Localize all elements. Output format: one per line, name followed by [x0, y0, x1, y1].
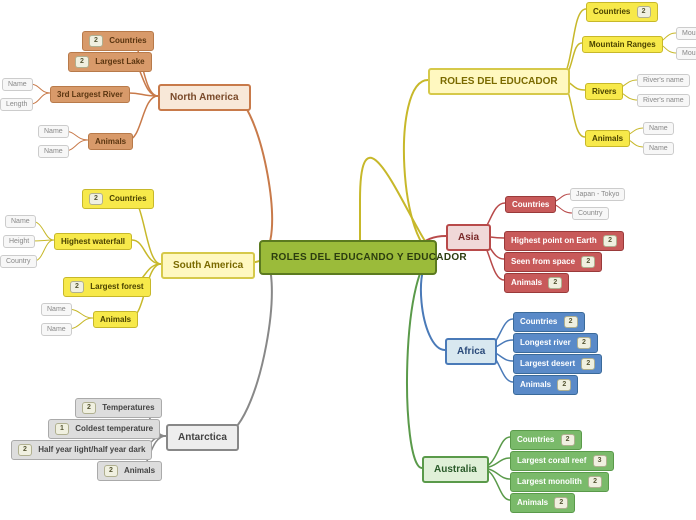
topic-na-lake[interactable]: 2 Largest Lake — [68, 52, 152, 72]
branch-north-america[interactable]: North America — [158, 84, 251, 111]
label: Countries — [109, 194, 146, 203]
leaf[interactable]: Name — [643, 122, 674, 135]
badge: 2 — [581, 256, 595, 268]
topic-na-countries[interactable]: 2 Countries — [82, 31, 154, 51]
leaf[interactable]: River's name — [637, 94, 690, 107]
root-node[interactable]: ROLES DEL EDUCANDO Y EDUCADOR — [259, 240, 437, 275]
leaf[interactable]: Mou — [676, 47, 696, 60]
label: Animals — [511, 278, 542, 287]
label: Longest river — [520, 338, 571, 347]
label: Countries — [520, 317, 557, 326]
topic-na-river[interactable]: 3rd Largest River — [50, 86, 130, 103]
topic-asia-countries[interactable]: Countries — [505, 196, 556, 213]
badge: 2 — [577, 337, 591, 349]
topic-ant-coldest[interactable]: 1 Coldest temperature — [48, 419, 160, 439]
topic-ant-halfyear[interactable]: 2 Half year light/half year dark — [11, 440, 152, 460]
topic-ant-animals[interactable]: 2 Animals — [97, 461, 162, 481]
badge: 2 — [104, 465, 118, 477]
topic-sa-countries[interactable]: 2 Countries — [82, 189, 154, 209]
badge: 2 — [588, 476, 602, 488]
label: Animals — [124, 466, 155, 475]
topic-na-animals[interactable]: Animals — [88, 133, 133, 150]
topic-aus-coral[interactable]: Largest corall reef 3 — [510, 451, 614, 471]
topic-ant-temp[interactable]: 2 Temperatures — [75, 398, 162, 418]
leaf[interactable]: Name — [41, 303, 72, 316]
badge: 2 — [561, 434, 575, 446]
label: Largest Lake — [95, 57, 144, 66]
topic-africa-river[interactable]: Longest river 2 — [513, 333, 598, 353]
leaf[interactable]: Country — [0, 255, 37, 268]
branch-south-america[interactable]: South America — [161, 252, 255, 279]
label: Countries — [517, 435, 554, 444]
branch-africa[interactable]: Africa — [445, 338, 497, 365]
label: Animals — [520, 380, 551, 389]
badge: 2 — [637, 6, 651, 18]
badge: 2 — [581, 358, 595, 370]
label: Coldest temperature — [75, 424, 153, 433]
leaf[interactable]: Name — [5, 215, 36, 228]
conn-roles — [404, 80, 437, 254]
topic-sa-forest[interactable]: 2 Largest forest — [63, 277, 151, 297]
leaf[interactable]: Country — [572, 207, 609, 220]
topic-roles-animals[interactable]: Animals — [585, 130, 630, 147]
badge: 1 — [55, 423, 69, 435]
badge: 2 — [548, 277, 562, 289]
badge: 2 — [554, 497, 568, 509]
topic-aus-countries[interactable]: Countries 2 — [510, 430, 582, 450]
badge: 2 — [89, 35, 103, 47]
leaf[interactable]: Name — [38, 125, 69, 138]
topic-roles-rivers[interactable]: Rivers — [585, 83, 623, 100]
leaf[interactable]: Height — [3, 235, 35, 248]
leaf[interactable]: Name — [38, 145, 69, 158]
topic-africa-desert[interactable]: Largest desert 2 — [513, 354, 602, 374]
label: Largest monolith — [517, 477, 582, 486]
topic-sa-animals[interactable]: Animals — [93, 311, 138, 328]
conn-na — [232, 96, 272, 254]
label: Largest desert — [520, 359, 575, 368]
label: Animals — [517, 498, 548, 507]
label: Seen from space — [511, 257, 575, 266]
leaf[interactable]: Name — [643, 142, 674, 155]
topic-asia-highest[interactable]: Highest point on Earth 2 — [504, 231, 624, 251]
badge: 2 — [564, 316, 578, 328]
topic-aus-animals[interactable]: Animals 2 — [510, 493, 575, 513]
leaf[interactable]: Name — [2, 78, 33, 91]
label: Temperatures — [102, 403, 154, 412]
branch-asia[interactable]: Asia — [446, 224, 491, 251]
topic-asia-space[interactable]: Seen from space 2 — [504, 252, 602, 272]
topic-sa-waterfall[interactable]: Highest waterfall — [54, 233, 132, 250]
leaf[interactable]: Name — [41, 323, 72, 336]
label: Largest forest — [90, 282, 143, 291]
leaf[interactable]: Mou — [676, 27, 696, 40]
label: Countries — [593, 7, 630, 16]
topic-roles-mountains[interactable]: Mountain Ranges — [582, 36, 663, 53]
leaf[interactable]: Length — [0, 98, 33, 111]
badge: 2 — [82, 402, 96, 414]
topic-asia-animals[interactable]: Animals 2 — [504, 273, 569, 293]
branch-roles-educador[interactable]: ROLES DEL EDUCADOR — [428, 68, 570, 95]
label: Countries — [109, 36, 146, 45]
badge: 2 — [89, 193, 103, 205]
badge: 2 — [70, 281, 84, 293]
branch-australia[interactable]: Australia — [422, 456, 489, 483]
badge: 3 — [593, 455, 607, 467]
label: Largest corall reef — [517, 456, 586, 465]
topic-aus-monolith[interactable]: Largest monolith 2 — [510, 472, 609, 492]
conn-ant — [221, 254, 272, 436]
leaf[interactable]: River's name — [637, 74, 690, 87]
badge: 2 — [18, 444, 32, 456]
badge: 2 — [75, 56, 89, 68]
label: Highest point on Earth — [511, 236, 597, 245]
label: Half year light/half year dark — [38, 445, 145, 454]
conn-australia — [407, 254, 437, 468]
topic-africa-animals[interactable]: Animals 2 — [513, 375, 578, 395]
branch-antarctica[interactable]: Antarctica — [166, 424, 239, 451]
leaf[interactable]: Japan - Tokyo — [570, 188, 625, 201]
topic-africa-countries[interactable]: Countries 2 — [513, 312, 585, 332]
topic-roles-countries[interactable]: Countries 2 — [586, 2, 658, 22]
badge: 2 — [603, 235, 617, 247]
badge: 2 — [557, 379, 571, 391]
